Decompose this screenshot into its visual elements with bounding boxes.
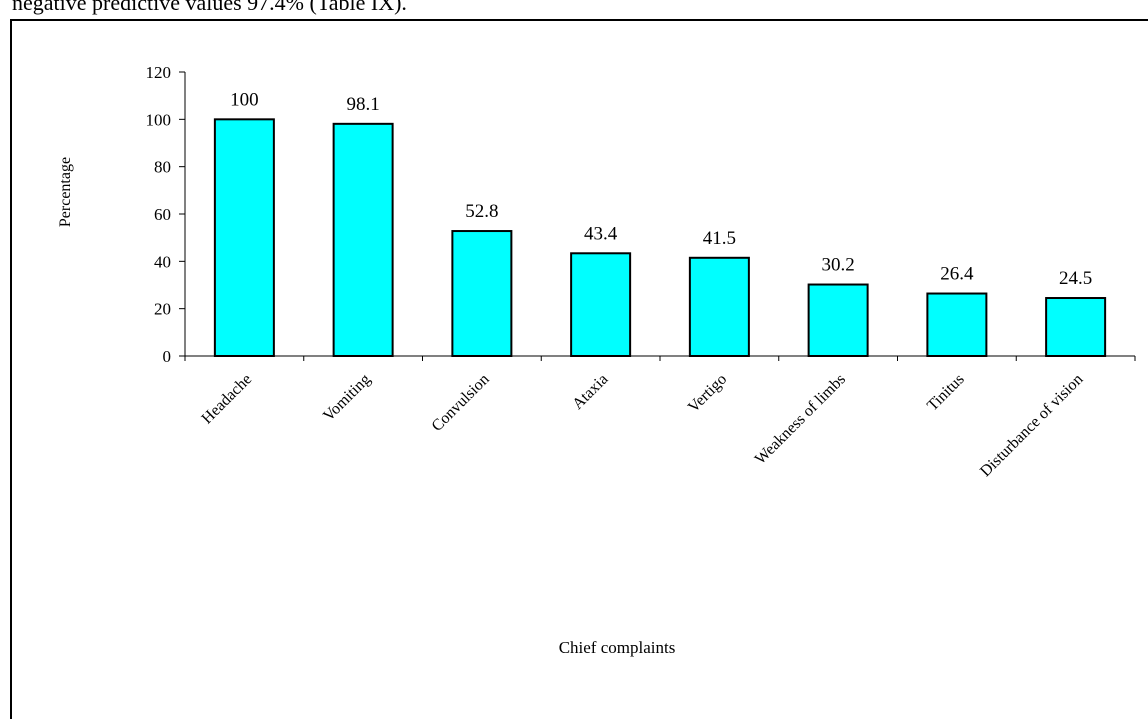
y-tick-label: 80 [154,158,171,177]
x-tick-label: Headache [199,371,256,428]
y-tick-label: 120 [146,63,172,82]
bar-tinitus [926,292,988,357]
x-tick-label: Vertigo [685,371,730,416]
bar-weakness-of-limbs [807,283,869,358]
chart-axes [179,71,1136,361]
x-tick-label: Weakness of limbs [752,371,849,468]
chart-bars [213,118,1107,358]
bar-disturbance-of-vision [1045,297,1107,357]
y-tick-label: 40 [154,252,171,271]
x-tick-label: Convulsion [429,371,493,435]
data-label: 98.1 [347,94,380,115]
x-tick-label: Tinitus [924,371,968,415]
x-tick-label: Ataxia [569,371,611,413]
chart-labels: 0 20 40 60 80 100 120 100 Headache 98.1 Vomiting 52… [57,63,1092,657]
data-label: 26.4 [940,264,974,285]
bar-vertigo [688,256,750,357]
y-tick-label: 100 [146,110,172,129]
y-tick-label: 60 [154,205,171,224]
data-label: 24.5 [1059,268,1092,289]
bar-convulsion [451,230,513,357]
bar-ataxia [570,252,632,357]
body-text-line: negative predictive values 97.4% (Table … [12,0,407,15]
y-tick-label: 20 [154,300,171,319]
x-tick-label: Vomiting [320,371,374,425]
bar-vomiting [332,122,394,357]
data-label: 43.4 [584,223,618,244]
data-label: 41.5 [703,228,736,249]
x-axis-title: Chief complaints [559,638,676,657]
y-tick-label: 0 [163,347,172,366]
data-label: 30.2 [822,255,855,276]
figure-frame [10,19,1148,719]
data-label: 52.8 [465,201,498,222]
x-tick-label: Disturbance of vision [977,371,1086,480]
bar-headache [213,118,275,358]
y-axis-title: Percentage [57,157,74,227]
data-label: 100 [230,89,259,110]
